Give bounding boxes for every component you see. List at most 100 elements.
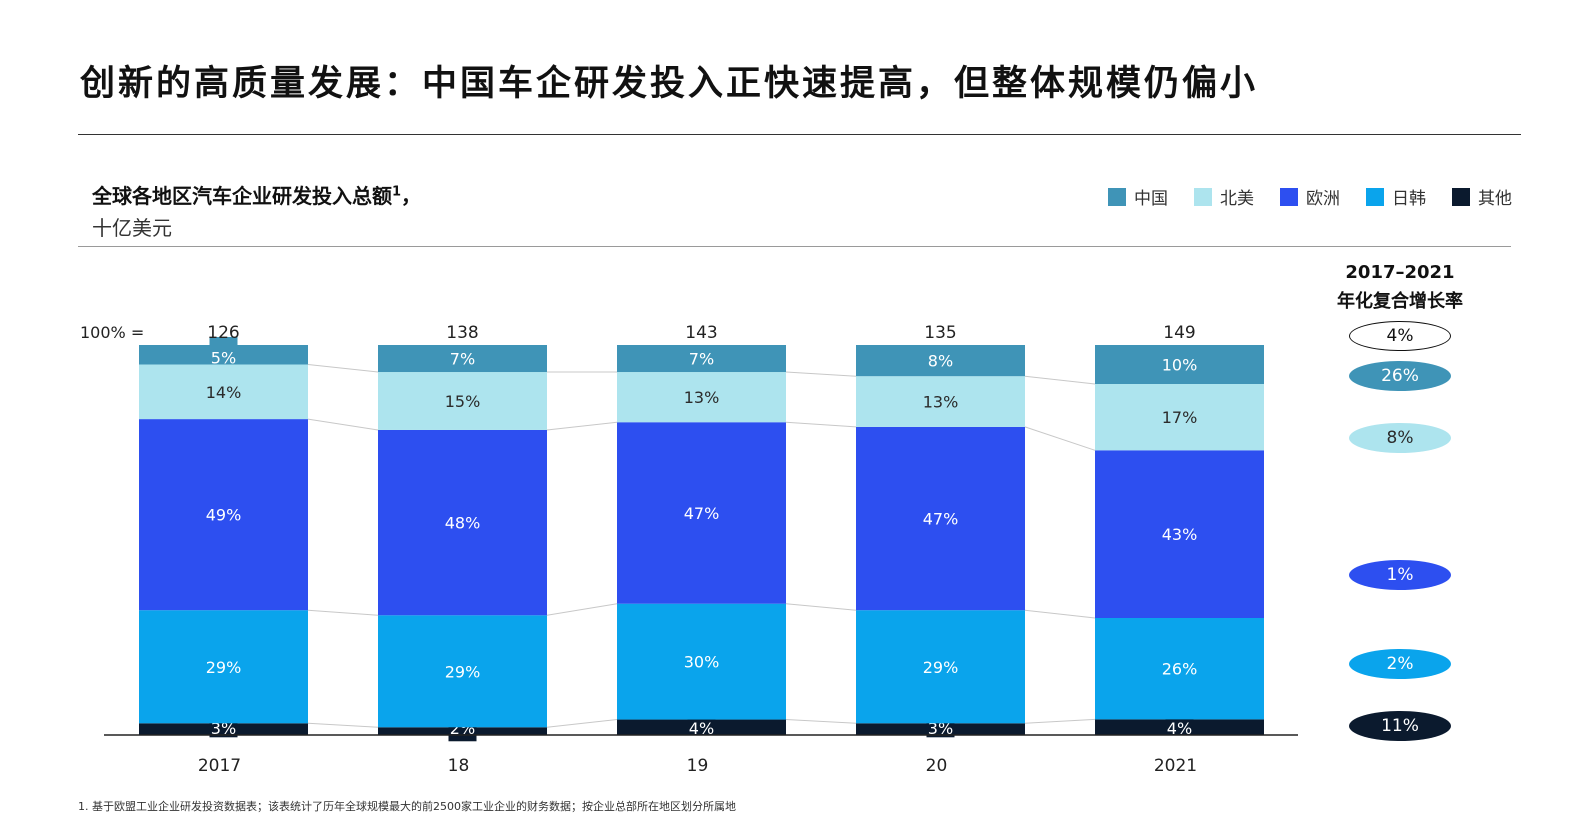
- connector-line: [307, 364, 379, 373]
- data-label: 29%: [206, 658, 242, 677]
- cagr-badge: 1%: [1349, 560, 1451, 590]
- data-label: 7%: [689, 350, 714, 369]
- data-label: 43%: [1162, 525, 1198, 544]
- connector-line: [785, 603, 857, 611]
- x-tick-label: 18: [448, 756, 470, 776]
- data-label: 14%: [206, 383, 242, 402]
- data-label: 4%: [689, 719, 714, 738]
- chart-unit: 十亿美元: [92, 216, 172, 240]
- data-label: 3%: [928, 719, 953, 738]
- bar-segment: [617, 345, 786, 373]
- bar-segment: [378, 372, 547, 430]
- connector-line: [307, 609, 379, 616]
- legend-swatch: [1366, 187, 1384, 206]
- cagr-title: 2017–2021 年化复合增长率: [1300, 258, 1500, 316]
- legend-swatch: [1194, 187, 1212, 206]
- total-label: 149: [1163, 323, 1195, 343]
- bar-segment: [617, 372, 786, 423]
- data-label: 29%: [923, 658, 959, 677]
- legend-item: 其他: [1452, 184, 1512, 209]
- bar-segment: [856, 376, 1025, 427]
- data-label: 13%: [684, 388, 720, 407]
- legend-item: 日韩: [1366, 184, 1426, 209]
- data-label-bg: [209, 337, 238, 359]
- connector-line: [785, 719, 857, 724]
- chart-title: 全球各地区汽车企业研发投入总额1，: [92, 180, 421, 209]
- data-label: 47%: [923, 510, 959, 529]
- x-tick-label: 2017: [198, 756, 241, 776]
- legend-label: 欧洲: [1306, 189, 1340, 209]
- legend-label: 其他: [1478, 189, 1512, 209]
- bar-segment: [378, 615, 547, 728]
- connector-line: [1024, 609, 1096, 619]
- connector-line: [785, 371, 857, 377]
- cagr-title-line2: 年化复合增长率: [1337, 291, 1463, 312]
- data-label: 7%: [450, 350, 475, 369]
- connector-line: [1024, 375, 1096, 385]
- connector-line: [307, 418, 379, 431]
- chart-title-footnote-mark: 1: [392, 184, 402, 200]
- legend-item: 北美: [1194, 184, 1254, 209]
- total-label: 135: [924, 323, 956, 343]
- data-label: 13%: [923, 393, 959, 412]
- cagr-badge: 11%: [1349, 711, 1451, 741]
- cagr-badge: 4%: [1349, 321, 1451, 351]
- data-label: 26%: [1162, 660, 1198, 679]
- data-label: 15%: [445, 392, 481, 411]
- bar-segment: [1095, 384, 1264, 451]
- bar-segment: [1095, 450, 1264, 618]
- total-label: 143: [685, 323, 717, 343]
- total-label: 138: [446, 323, 478, 343]
- bar-segment: [378, 345, 547, 373]
- connector-line: [1024, 426, 1096, 451]
- bar-segment: [139, 364, 308, 420]
- legend-item: 欧洲: [1280, 184, 1340, 209]
- data-label: 17%: [1162, 408, 1198, 427]
- data-label: 4%: [1167, 719, 1192, 738]
- bar-segment: [1095, 618, 1264, 720]
- legend-label: 北美: [1220, 189, 1254, 209]
- legend-label: 日韩: [1392, 189, 1426, 209]
- connector-line: [546, 603, 618, 616]
- data-label: 8%: [928, 352, 953, 371]
- connector-line: [307, 722, 379, 728]
- data-label: 10%: [1162, 356, 1198, 375]
- x-tick-label: 20: [926, 756, 948, 776]
- bar-segment: [1095, 345, 1264, 384]
- title-divider: [78, 134, 1521, 135]
- connector-line: [546, 719, 618, 728]
- bar-segment: [856, 426, 1025, 611]
- legend: 中国 北美 欧洲 日韩 其他: [1108, 184, 1512, 209]
- data-label: 30%: [684, 653, 720, 672]
- data-label: 3%: [211, 719, 236, 738]
- bar-segment: [139, 610, 308, 724]
- bar-segment: [856, 345, 1025, 377]
- bar-segment: [617, 603, 786, 720]
- footnote: 1. 基于欧盟工业企业研发投资数据表；该表统计了历年全球规模最大的前2500家工…: [78, 800, 736, 813]
- x-tick-label: 19: [687, 756, 709, 776]
- x-tick-label: 2021: [1154, 756, 1197, 776]
- connector-line: [1024, 718, 1096, 724]
- data-label: 5%: [211, 349, 236, 368]
- connector-line: [785, 421, 857, 428]
- data-label: 29%: [445, 662, 481, 681]
- bar-segment: [617, 422, 786, 604]
- cagr-badge: 26%: [1349, 361, 1451, 391]
- total-label: 126: [207, 323, 239, 343]
- legend-label: 中国: [1134, 189, 1168, 209]
- cagr-badge: 2%: [1349, 649, 1451, 679]
- connector-line: [546, 421, 618, 431]
- cagr-title-line1: 2017–2021: [1345, 262, 1455, 283]
- legend-swatch: [1452, 187, 1470, 206]
- data-label: 49%: [206, 506, 242, 525]
- bar-segment: [856, 610, 1025, 724]
- total-prefix: 100% =: [80, 323, 144, 342]
- page-title: 创新的高质量发展：中国车企研发投入正快速提高，但整体规模仍偏小: [80, 64, 1259, 104]
- legend-swatch: [1280, 187, 1298, 206]
- bar-segment: [378, 429, 547, 616]
- chart-title-text: 全球各地区汽车企业研发投入总额: [92, 184, 392, 208]
- cagr-badge: 8%: [1349, 423, 1451, 453]
- legend-swatch: [1108, 187, 1126, 206]
- legend-item: 中国: [1108, 184, 1168, 209]
